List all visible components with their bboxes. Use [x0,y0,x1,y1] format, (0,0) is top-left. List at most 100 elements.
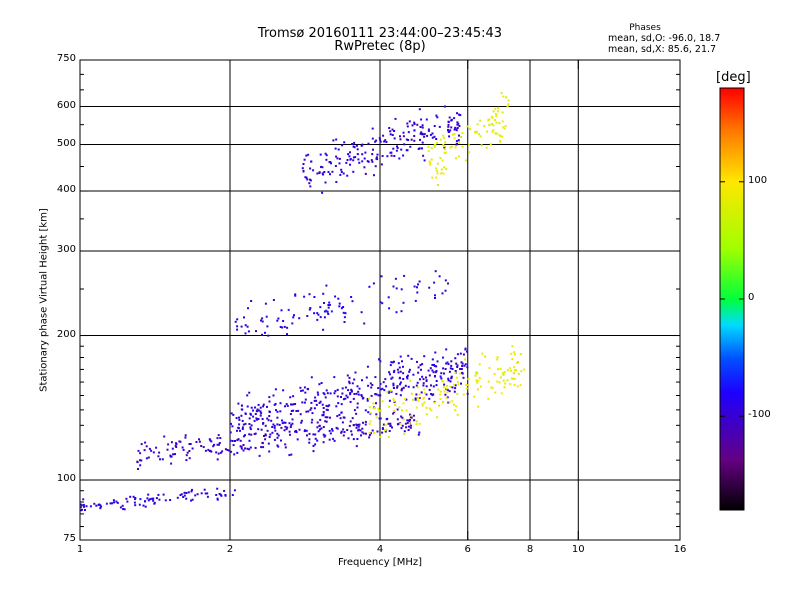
data-point [450,126,453,129]
data-point [461,372,464,375]
colorbar-segment [720,477,744,479]
data-point [185,454,188,457]
colorbar-segment [720,404,744,406]
data-point [410,416,413,419]
data-point [235,417,238,420]
colorbar-segment [720,174,744,176]
data-point [323,310,326,313]
data-point [458,141,461,144]
data-point [229,431,232,434]
data-point [389,373,391,376]
data-point [139,452,142,455]
data-point [376,153,379,156]
data-point [493,373,496,376]
data-point [302,170,305,172]
data-point [239,429,241,432]
data-point [454,146,457,149]
data-point [513,351,515,354]
data-point [353,393,356,395]
y-tick-label: 100 [56,473,76,485]
data-point [349,393,352,396]
data-point [488,367,491,369]
colorbar-segment [720,147,744,149]
data-point [420,391,423,394]
data-point [374,406,376,409]
data-point [262,446,265,449]
data-point [433,363,435,366]
data-point [454,387,457,390]
data-point [456,353,459,356]
data-point [170,441,173,444]
data-point [272,423,275,426]
data-point [506,105,509,108]
data-point [403,430,406,433]
data-point [396,418,399,421]
data-point [93,502,96,505]
colorbar-segment [720,421,744,423]
data-point [191,447,194,450]
colorbar-segment [720,131,744,133]
data-point [376,430,379,433]
colorbar-segment [720,321,744,323]
colorbar-segment [720,422,744,424]
colorbar-tick-label: -100 [748,409,771,421]
colorbar-segment [720,126,744,128]
colorbar-segment [720,336,744,338]
data-point [318,172,321,174]
data-point [416,360,418,363]
colorbar-segment [720,268,744,270]
data-point [345,161,348,164]
data-point [218,442,221,444]
colorbar-segment [720,316,744,318]
data-point [347,389,350,392]
data-point [428,407,431,410]
colorbar-segment [720,247,744,249]
data-point [134,497,137,499]
colorbar-segment [720,444,744,446]
data-point [419,364,422,367]
data-point [487,380,490,383]
data-point [435,167,438,170]
colorbar-segment [720,121,744,123]
data-point [434,270,437,273]
data-point [402,301,405,304]
colorbar-segment [720,173,744,175]
colorbar-segment [720,492,744,494]
colorbar-segment [720,485,744,487]
data-point [434,371,437,374]
data-point [452,403,455,406]
data-point [256,418,258,421]
data-point [419,378,421,381]
data-point [368,422,371,425]
data-point [347,437,350,440]
data-point [475,130,478,133]
plot-frame [79,59,681,541]
x-tick-label: 16 [673,544,687,555]
data-point [464,363,467,366]
data-point [361,427,364,430]
colorbar-segment [720,231,744,233]
data-point [461,365,464,367]
data-point [492,124,495,127]
data-point [358,423,361,426]
colorbar-segment [720,462,744,464]
colorbar-segment [720,226,744,228]
data-point [340,171,343,173]
data-point [410,357,413,360]
data-point [395,392,398,395]
data-point [374,393,377,396]
data-point [267,334,270,337]
data-point [370,386,373,389]
data-point [413,139,416,142]
data-point [191,498,194,501]
data-point [328,304,331,306]
data-point [325,389,328,392]
data-point [346,374,349,377]
colorbar-segment [720,127,744,129]
data-point [257,418,260,420]
data-point [513,378,516,380]
colorbar-segment [720,248,744,250]
data-point [254,406,256,409]
data-point [282,389,285,392]
colorbar-segment [720,289,744,291]
